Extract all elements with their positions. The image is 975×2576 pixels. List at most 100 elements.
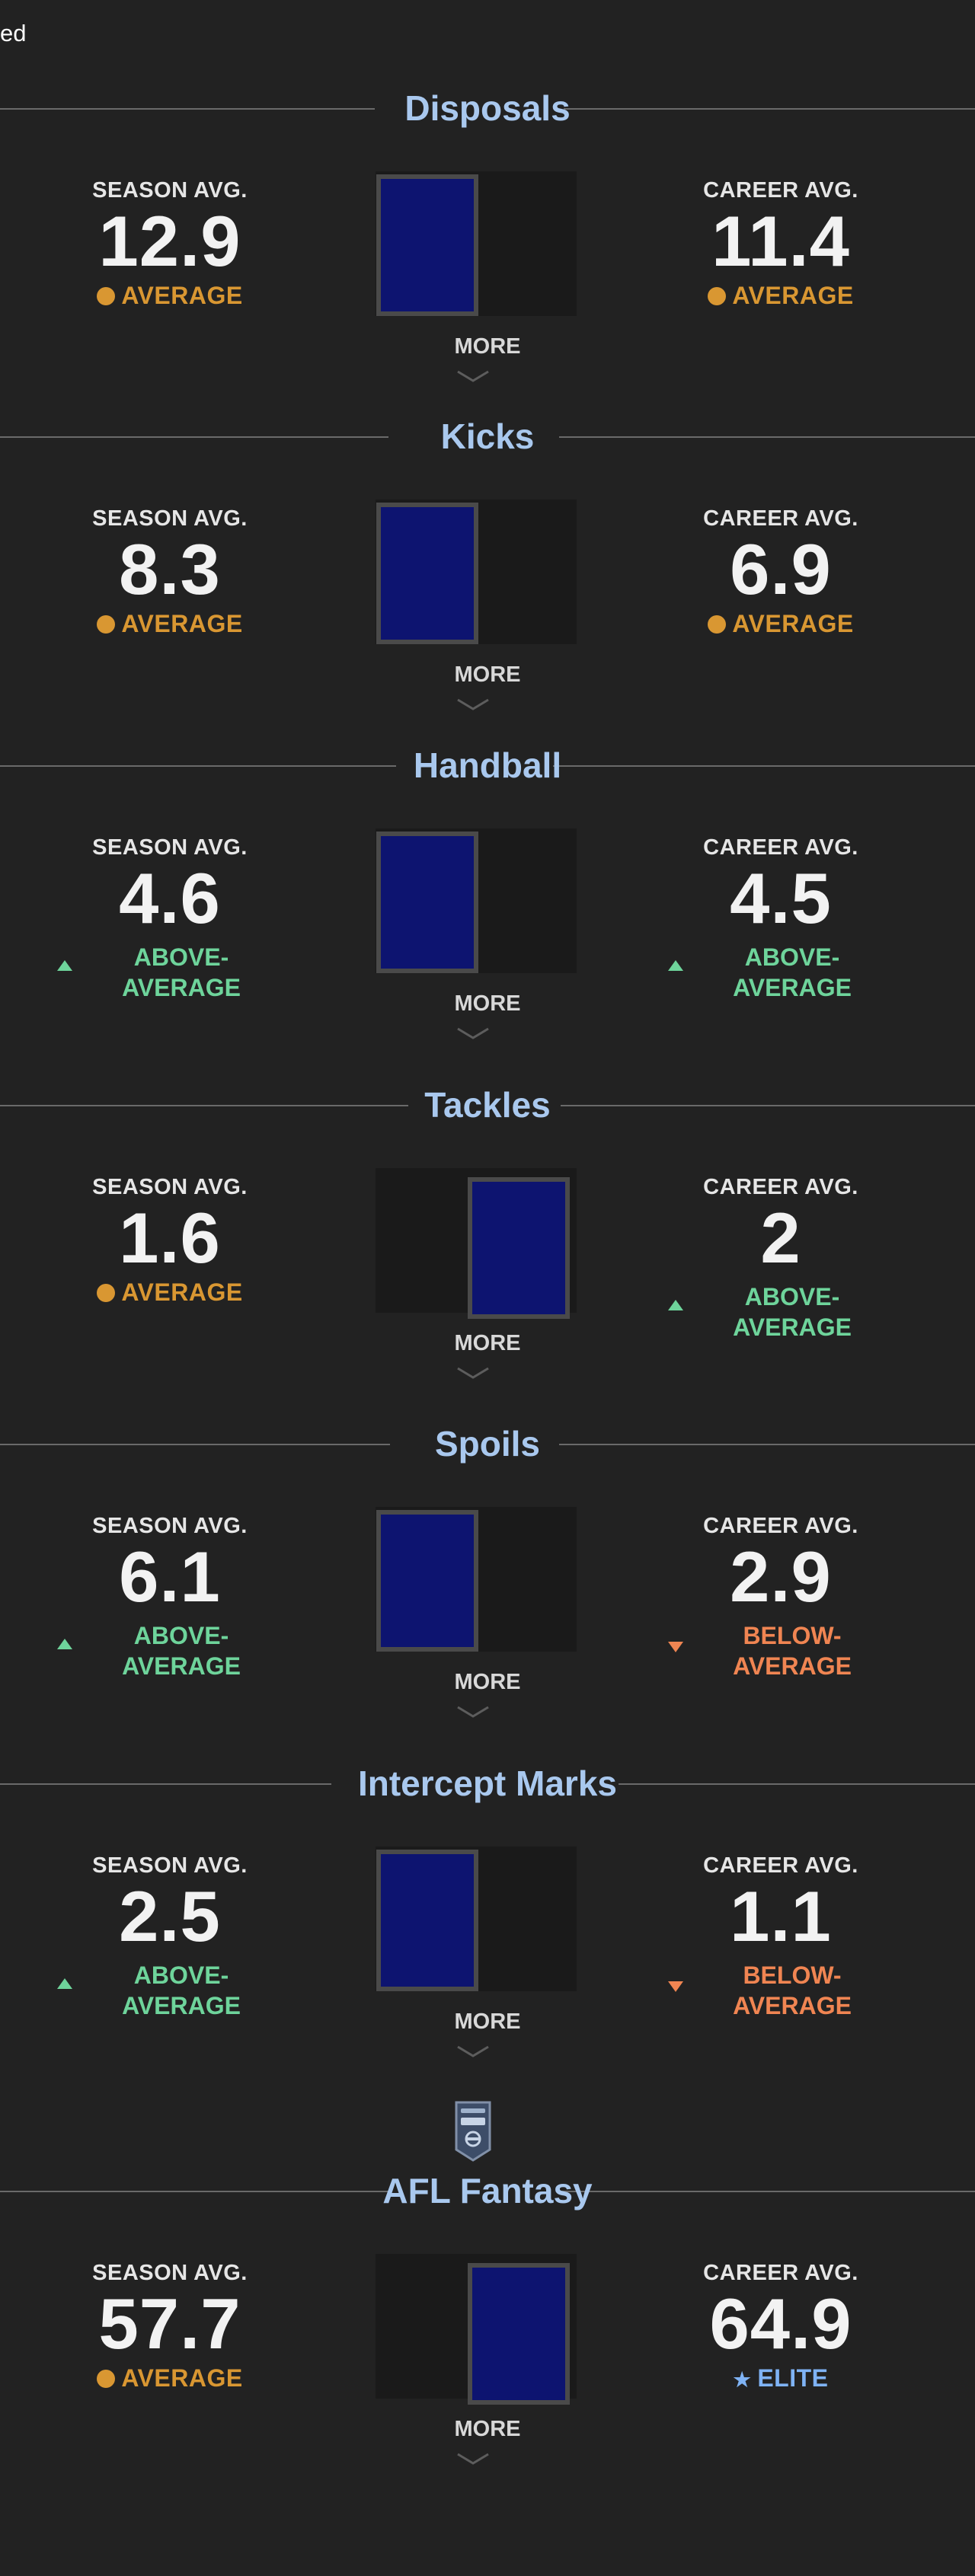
season-rating: ABOVE- AVERAGE <box>105 942 257 1003</box>
season-avg-value: 12.9 <box>98 201 241 281</box>
career-avg-value: 4.5 <box>730 858 832 938</box>
career-rating: BELOW- AVERAGE <box>716 1620 868 1681</box>
more-button[interactable]: MORE <box>454 991 521 1016</box>
career-rating: ★ ELITE <box>655 2364 906 2392</box>
career-avg-label: CAREER AVG. <box>703 1514 858 1538</box>
rating-line: AVERAGE <box>733 1314 852 1341</box>
career-avg-label: CAREER AVG. <box>703 506 858 531</box>
rating-line: AVERAGE <box>733 974 852 1001</box>
season-avg-label: SEASON AVG. <box>92 1514 248 1538</box>
more-button[interactable]: MORE <box>454 662 521 687</box>
season-avg-value: 1.6 <box>119 1198 221 1278</box>
career-rating: AVERAGE <box>655 282 906 310</box>
header-divider <box>0 1105 408 1106</box>
header-divider <box>564 108 975 110</box>
rating-line: BELOW- <box>743 1622 842 1649</box>
more-button[interactable]: MORE <box>454 2417 521 2441</box>
comparison-slot <box>376 2254 476 2399</box>
career-avg-value: 6.9 <box>730 529 832 609</box>
rating-line: AVERAGE <box>733 1992 852 2019</box>
afl-fantasy-logo <box>455 2101 491 2162</box>
season-avg-label: SEASON AVG. <box>92 1175 248 1199</box>
career-avg-label: CAREER AVG. <box>703 1853 858 1878</box>
rating-line: AVERAGE <box>122 974 241 1001</box>
season-rating: AVERAGE <box>44 2364 296 2392</box>
chevron-down-icon[interactable] <box>456 1026 490 1042</box>
rating-text: AVERAGE <box>121 282 243 309</box>
average-dot-icon <box>708 615 727 634</box>
season-rating: AVERAGE <box>44 610 296 638</box>
comparison-slot <box>476 1507 577 1652</box>
header-divider <box>0 765 396 767</box>
more-button[interactable]: MORE <box>454 334 521 359</box>
section-title: Kicks <box>440 417 535 456</box>
career-rating: AVERAGE <box>655 610 906 638</box>
rating-line: ABOVE- <box>133 1962 229 1989</box>
season-avg-value: 6.1 <box>119 1537 221 1617</box>
header-divider <box>553 765 975 767</box>
section-title: Handball <box>413 745 562 785</box>
header-divider <box>559 436 975 438</box>
down-triangle-icon <box>668 1981 683 1992</box>
up-triangle-icon <box>57 960 72 971</box>
rating-line: ABOVE- <box>744 943 840 971</box>
career-avg-label: CAREER AVG. <box>703 835 858 860</box>
chevron-down-icon[interactable] <box>456 1705 490 1720</box>
stat-section: Kicks SEASON AVG. 8.3 AVERAGE CAREER AVG. 6.9… <box>0 413 975 749</box>
comparison-slot <box>476 828 577 973</box>
player-card <box>376 1850 478 1991</box>
average-dot-icon <box>708 287 727 305</box>
more-button[interactable]: MORE <box>454 1331 521 1355</box>
stat-section: Handball SEASON AVG. 4.6 ABOVE- AVERAGE CAREE… <box>0 742 975 1077</box>
season-avg-value: 8.3 <box>119 529 221 609</box>
rating-text: AVERAGE <box>732 610 854 637</box>
rating-text: AVERAGE <box>121 2364 243 2392</box>
header-divider <box>0 1783 331 1785</box>
header-divider <box>619 1783 975 1785</box>
player-card <box>376 1510 478 1652</box>
rating-line: ABOVE- <box>133 943 229 971</box>
rating-line: ABOVE- <box>133 1622 229 1649</box>
stat-section: Intercept Marks SEASON AVG. 2.5 ABOVE- AVERA… <box>0 1760 975 2096</box>
section-header: Handball <box>0 742 975 788</box>
chevron-down-icon[interactable] <box>456 697 490 713</box>
career-avg-value: 1.1 <box>730 1876 832 1956</box>
comparison-graphic <box>376 828 577 973</box>
chevron-down-icon[interactable] <box>456 369 490 385</box>
player-card <box>468 1177 570 1319</box>
season-avg-value: 57.7 <box>98 2284 241 2364</box>
header-divider <box>0 1444 390 1445</box>
rating-line: AVERAGE <box>733 1652 852 1680</box>
chevron-down-icon[interactable] <box>456 1366 490 1381</box>
rating-text: ELITE <box>757 2364 829 2392</box>
more-button[interactable]: MORE <box>454 2009 521 2034</box>
chevron-down-icon[interactable] <box>456 2452 490 2467</box>
season-avg-label: SEASON AVG. <box>92 506 248 531</box>
rating-line: AVERAGE <box>122 1992 241 2019</box>
section-header: Spoils <box>0 1421 975 1467</box>
season-avg-label: SEASON AVG. <box>92 835 248 860</box>
season-avg-label: SEASON AVG. <box>92 178 248 203</box>
header-divider <box>0 2191 392 2192</box>
more-button[interactable]: MORE <box>454 1670 521 1694</box>
chevron-down-icon[interactable] <box>456 2045 490 2060</box>
section-title: Disposals <box>404 88 571 128</box>
star-icon: ★ <box>733 2368 752 2391</box>
header-divider <box>0 436 388 438</box>
header-divider <box>561 1105 975 1106</box>
average-dot-icon <box>97 615 116 634</box>
comparison-slot <box>376 1168 476 1313</box>
career-avg-value: 64.9 <box>709 2284 852 2364</box>
season-avg-label: SEASON AVG. <box>92 2261 248 2285</box>
up-triangle-icon <box>668 1300 683 1310</box>
average-dot-icon <box>97 1284 116 1302</box>
up-triangle-icon <box>57 1978 72 1989</box>
season-rating: AVERAGE <box>44 282 296 310</box>
career-avg-label: CAREER AVG. <box>703 178 858 203</box>
section-header: Kicks <box>0 413 975 459</box>
player-card <box>376 174 478 316</box>
career-avg-value: 11.4 <box>711 201 850 281</box>
average-dot-icon <box>97 2370 116 2388</box>
comparison-graphic <box>376 1507 577 1652</box>
season-avg-value: 4.6 <box>119 858 221 938</box>
